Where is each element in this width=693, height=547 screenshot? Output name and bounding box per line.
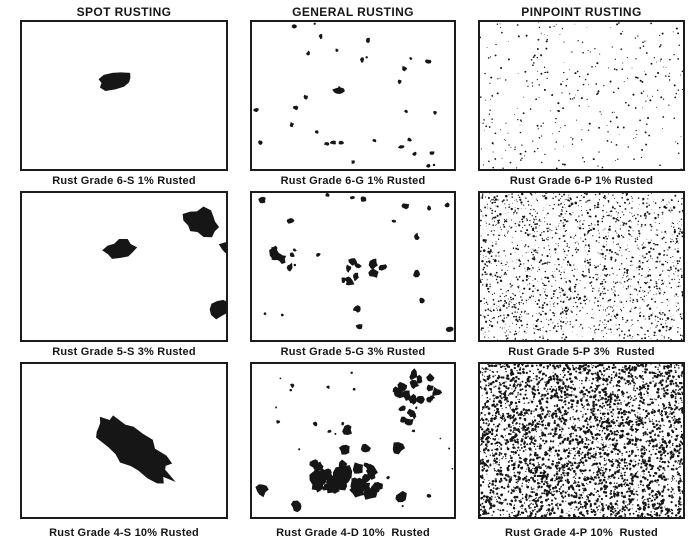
panel-caption-5-p: Rust Grade 5-P 3% Rusted [508,346,655,358]
panel-image-6-p [478,20,685,171]
panel-caption-6-g: Rust Grade 6-G 1% Rusted [280,175,426,187]
panel-rust-grade-5-p: Rust Grade 5-P 3% Rusted [478,191,685,362]
panel-image-5-g [250,191,456,342]
column-header-spot: SPOT RUSTING [76,5,172,19]
panel-rust-grade-6-s: Rust Grade 6-S 1% Rusted [20,20,228,191]
rust-pattern-canvas-5-s [22,193,226,340]
panel-rust-grade-6-p: Rust Grade 6-P 1% Rusted [478,20,685,191]
panel-caption-4-p: Rust Grade 4-P 10% Rusted [505,526,658,539]
rust-pattern-canvas-6-s [22,22,226,169]
panel-rust-grade-6-g: Rust Grade 6-G 1% Rusted [250,20,456,191]
column-general-rusting: GENERAL RUSTING Rust Grade 6-G 1% Rusted… [250,5,456,543]
panel-image-4-p [478,362,685,519]
panel-image-4-d [250,362,456,519]
rust-pattern-canvas-4-s [22,364,226,517]
panel-image-4-s [20,362,228,519]
panel-rust-grade-4-s: Rust Grade 4-S 10% Rusted [20,362,228,543]
panel-rust-grade-5-s: Rust Grade 5-S 3% Rusted [20,191,228,362]
panel-rust-grade-4-d: Rust Grade 4-D 10% Rusted [250,362,456,543]
panel-image-5-p [478,191,685,342]
panel-caption-4-d: Rust Grade 4-D 10% Rusted [276,526,430,539]
rust-pattern-canvas-5-p [480,193,683,340]
panel-image-5-s [20,191,228,342]
panel-image-6-s [20,20,228,171]
panel-caption-6-s: Rust Grade 6-S 1% Rusted [52,175,196,187]
column-pinpoint-rusting: PINPOINT RUSTING Rust Grade 6-P 1% Ruste… [478,5,685,543]
panel-caption-5-g: Rust Grade 5-G 3% Rusted [280,346,426,358]
rust-pattern-canvas-6-p [480,22,683,169]
panel-rust-grade-4-p: Rust Grade 4-P 10% Rusted [478,362,685,543]
rust-pattern-canvas-6-g [252,22,454,169]
rust-pattern-canvas-5-g [252,193,454,340]
column-spot-rusting: SPOT RUSTING Rust Grade 6-S 1% Rusted Ru… [20,5,228,543]
rust-grid: SPOT RUSTING Rust Grade 6-S 1% Rusted Ru… [20,5,693,543]
panel-image-6-g [250,20,456,171]
rust-pattern-canvas-4-d [252,364,454,517]
panel-rust-grade-5-g: Rust Grade 5-G 3% Rusted [250,191,456,362]
panel-caption-4-s: Rust Grade 4-S 10% Rusted [49,526,199,539]
panel-caption-6-p: Rust Grade 6-P 1% Rusted [509,175,654,187]
rust-pattern-canvas-4-p [480,364,683,517]
column-header-pinpoint: PINPOINT RUSTING [521,5,642,19]
panel-caption-5-s: Rust Grade 5-S 3% Rusted [52,346,196,358]
column-header-general: GENERAL RUSTING [292,5,414,19]
